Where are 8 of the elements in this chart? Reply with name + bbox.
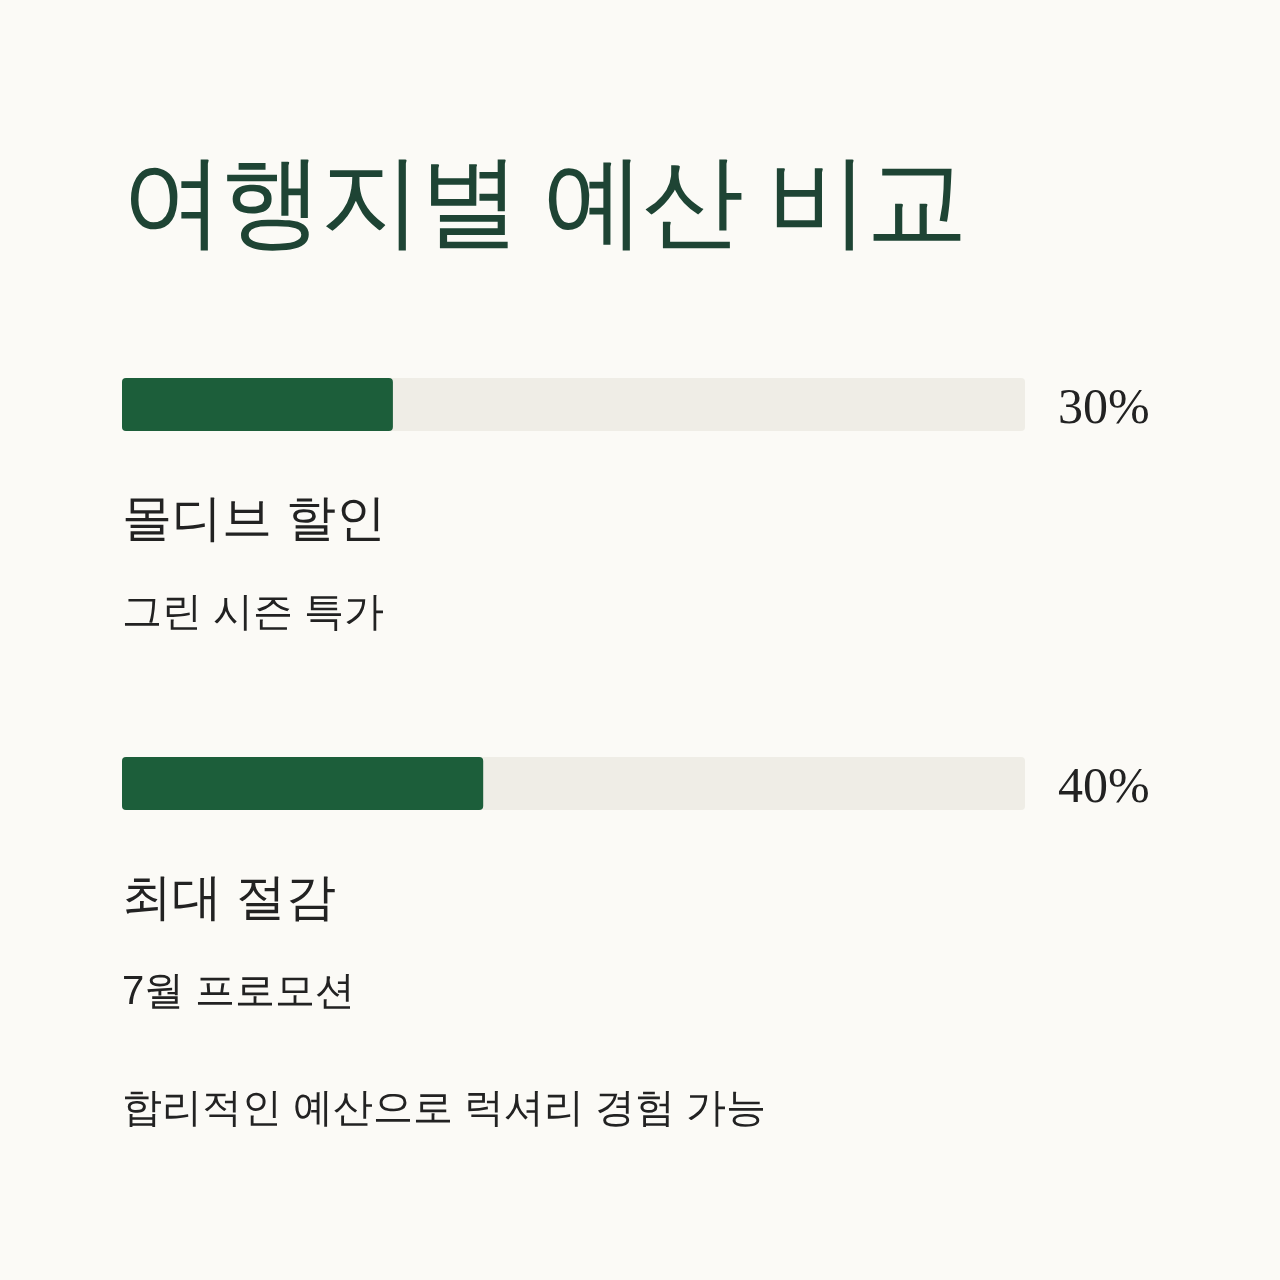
title: 여행지별 예산 비교 (122, 144, 965, 258)
annotation: 합리적인 예산으로 럭셔리 경험 가능 (122, 1085, 767, 1129)
value-label: 30% (1058, 377, 1150, 434)
category: 몰디브 할인 (122, 490, 386, 546)
category: 최대 절감 (122, 869, 336, 925)
value-label: 40% (1058, 756, 1150, 813)
annotation: 그린 시즌 특가 (122, 589, 385, 633)
annotation: 7월 프로모션 (122, 968, 356, 1012)
